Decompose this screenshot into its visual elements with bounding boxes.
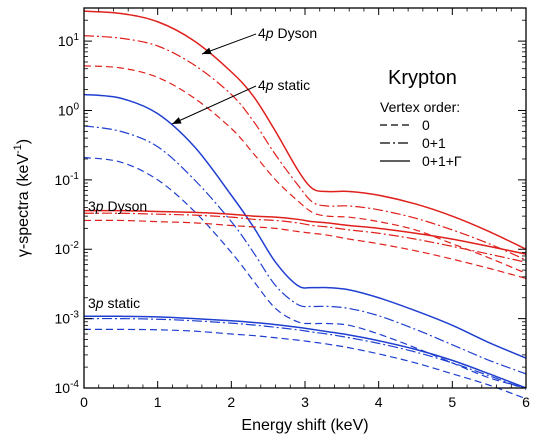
y-tick-label: 10-2 [55,240,80,257]
series-line-3p-dyson-solid [83,209,527,255]
y-tick-label: 10-1 [55,171,80,188]
series-line-3p-dyson-dashdot [83,212,527,263]
x-tick-label: 6 [522,394,530,410]
legend-label: 0 [422,117,430,133]
curve-annotation-2: 4p static [258,77,310,93]
y-axis-label-base: γ-spectra (keV [15,154,32,257]
x-tick-label: 0 [80,394,88,410]
series-line-4p-dyson-dashed [83,65,527,274]
curve-annotation-4: 3p static [88,295,140,311]
curve-annotation-3: 3p Dyson [88,198,147,214]
axis-ticks: 0 1 2 3 4 5 6 101 100 10-1 10-2 10-3 10-4 [55,7,530,410]
series-line-4p-static-dashed [83,156,527,389]
series-line-3p-static-dashed [83,328,527,400]
x-tick-label: 5 [448,394,456,410]
chart-title: Krypton [388,67,457,89]
series-line-3p-static-solid [83,315,527,389]
x-tick-label: 3 [301,394,309,410]
legend-label: 0+1 [422,135,446,151]
y-tick-label: 10-4 [55,379,80,396]
x-tick-label: 1 [154,394,162,410]
x-tick-label: 4 [375,394,383,410]
annotation-arrow-line [201,33,257,55]
annotation-arrow-head [202,47,212,55]
series-line-4p-static-dashdot [83,125,527,375]
legend: Vertex order: 0 0+1 0+1+Γ [380,99,462,169]
y-axis-label-exponent: -1 [12,144,24,154]
y-axis-label-close: ) [15,139,32,144]
curves-layer [83,10,527,400]
x-tick-label: 2 [227,394,235,410]
y-axis-label: γ-spectra (keV-1) [12,139,32,257]
series-line-4p-static-solid [83,93,527,359]
series-line-4p-dyson-dashdot [83,35,527,261]
y-tick-label: 100 [58,101,80,118]
y-tick-label: 10-3 [55,310,80,327]
legend-label: 0+1+Γ [422,153,462,169]
x-axis-label: Energy shift (keV) [241,417,368,434]
series-line-4p-dyson-solid [83,10,527,250]
curve-annotation-1: 4p Dyson [258,25,317,41]
series-line-3p-dyson-dashed [83,219,527,279]
curve-annotations: 4p Dyson 4p static 3p Dyson 3p static [88,25,317,311]
annotation-arrow-head [172,117,182,124]
y-tick-label: 101 [58,32,80,49]
series-line-3p-static-dashdot [83,317,527,391]
legend-title: Vertex order: [380,99,460,115]
annotation-arrow-line [171,85,257,125]
